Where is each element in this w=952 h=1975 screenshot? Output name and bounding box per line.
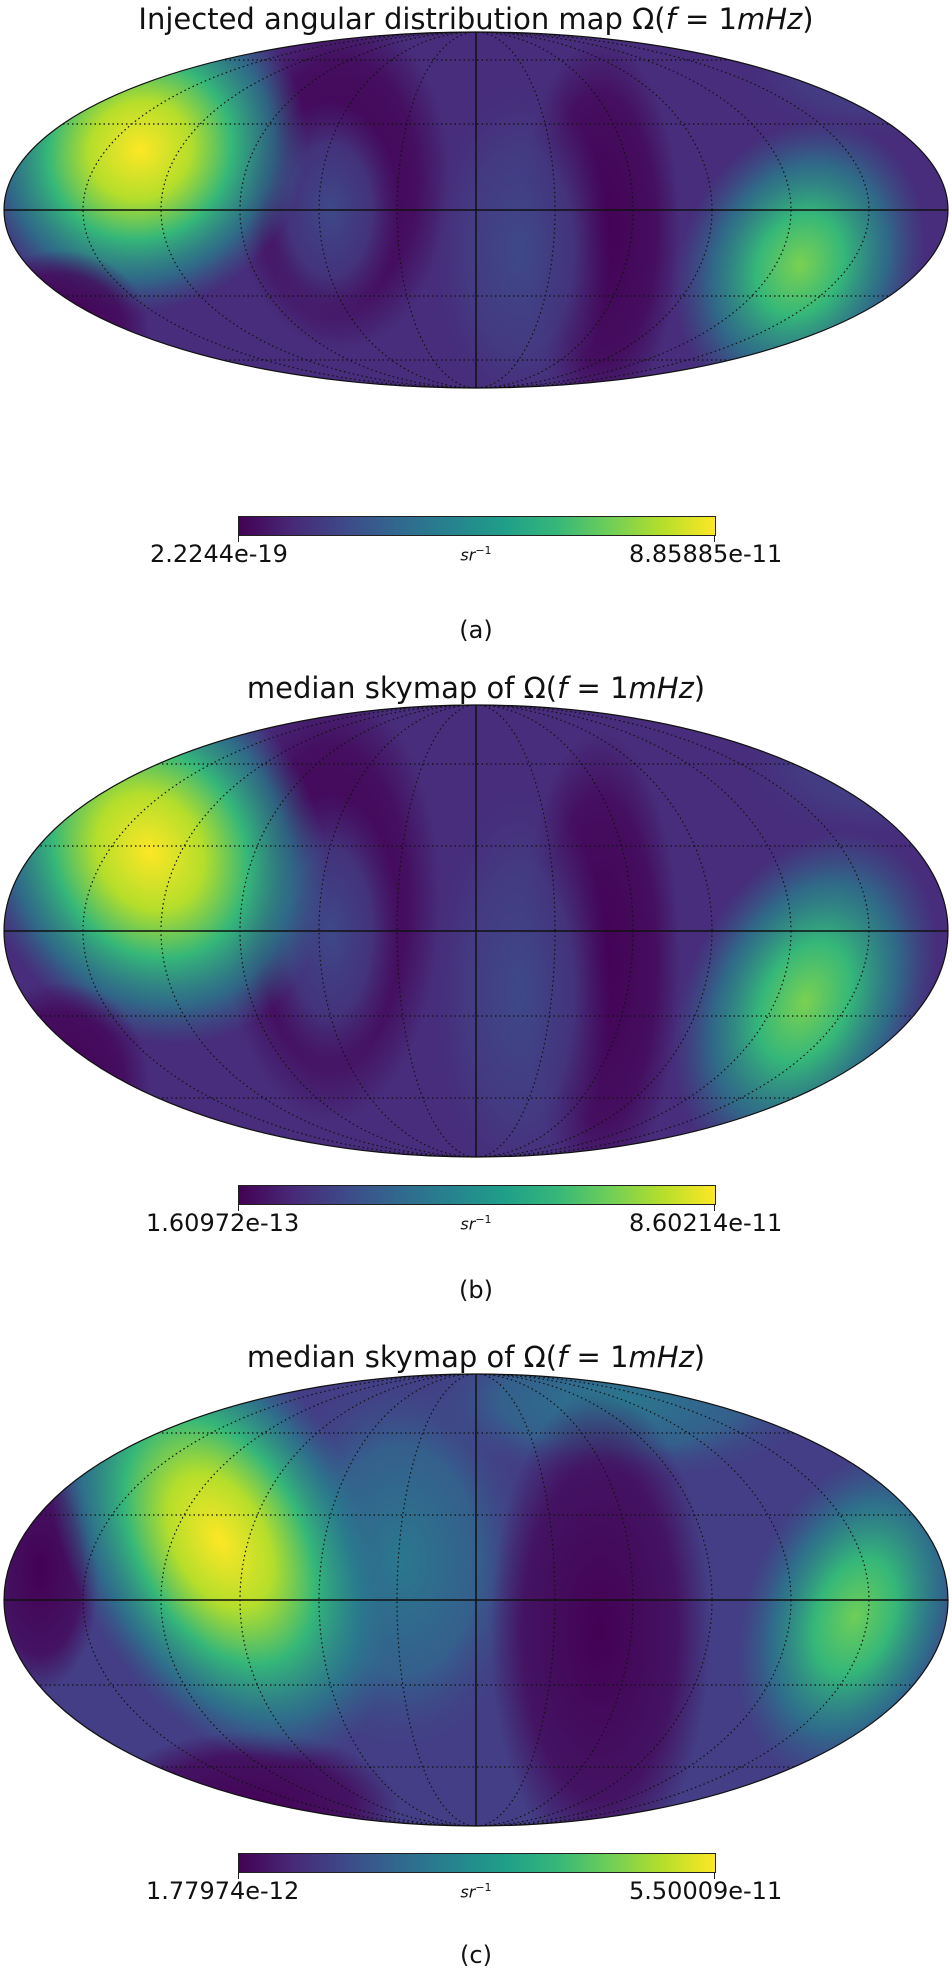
title-close: ) — [693, 1340, 706, 1374]
colorbar-tick — [714, 1205, 715, 1211]
colorbar-unit: sr−1 — [460, 1213, 492, 1234]
panel-b-title: median skymap of Ω(f = 1mHz) — [0, 671, 952, 705]
panel-c-title: median skymap of Ω(f = 1mHz) — [0, 1340, 952, 1374]
title-text: Injected angular distribution map Ω( — [138, 2, 666, 36]
title-eq: = 1 — [567, 1340, 629, 1374]
colorbar-tick — [714, 536, 715, 542]
colorbar-tick — [238, 536, 239, 542]
panel-b-skymap — [3, 704, 949, 1158]
panel-c-colorbar — [238, 1853, 716, 1873]
colorbar-tick — [238, 1205, 239, 1211]
map-border — [3, 1373, 949, 1827]
title-var: f — [665, 2, 676, 36]
panel-a-title: Injected angular distribution map Ω(f = … — [0, 2, 952, 36]
title-close: ) — [693, 671, 706, 705]
colorbar-unit: sr−1 — [460, 544, 492, 565]
panel-c-caption: (c) — [460, 1941, 492, 1969]
title-text: median skymap of Ω( — [246, 1340, 558, 1374]
title-eq: = 1 — [567, 671, 629, 705]
panel-b-caption: (b) — [459, 1276, 493, 1304]
colorbar-min-label: 1.77974e-12 — [146, 1877, 300, 1905]
title-eq: = 1 — [675, 2, 737, 36]
title-unit: mHz — [628, 1340, 694, 1374]
map-border — [3, 31, 949, 389]
colorbar-unit: sr−1 — [460, 1881, 492, 1902]
colorbar-min-label: 2.2244e-19 — [150, 540, 288, 568]
colorbar-tick — [714, 1873, 715, 1879]
panel-c-skymap — [3, 1373, 949, 1827]
colorbar-max-label: 8.85885e-11 — [629, 540, 783, 568]
panel-b-colorbar — [238, 1185, 716, 1205]
title-unit: mHz — [628, 671, 694, 705]
title-text: median skymap of Ω( — [246, 671, 558, 705]
panel-a-skymap — [3, 31, 949, 389]
map-border — [3, 704, 949, 1158]
colorbar-min-label: 1.60972e-13 — [146, 1209, 300, 1237]
colorbar-max-label: 5.50009e-11 — [629, 1877, 783, 1905]
panel-a-caption: (a) — [459, 616, 493, 644]
panel-a-colorbar — [238, 516, 716, 536]
title-var: f — [557, 1340, 568, 1374]
colorbar-tick — [238, 1873, 239, 1879]
title-var: f — [557, 671, 568, 705]
title-close: ) — [802, 2, 814, 36]
title-unit: mHz — [736, 2, 803, 36]
colorbar-max-label: 8.60214e-11 — [629, 1209, 783, 1237]
